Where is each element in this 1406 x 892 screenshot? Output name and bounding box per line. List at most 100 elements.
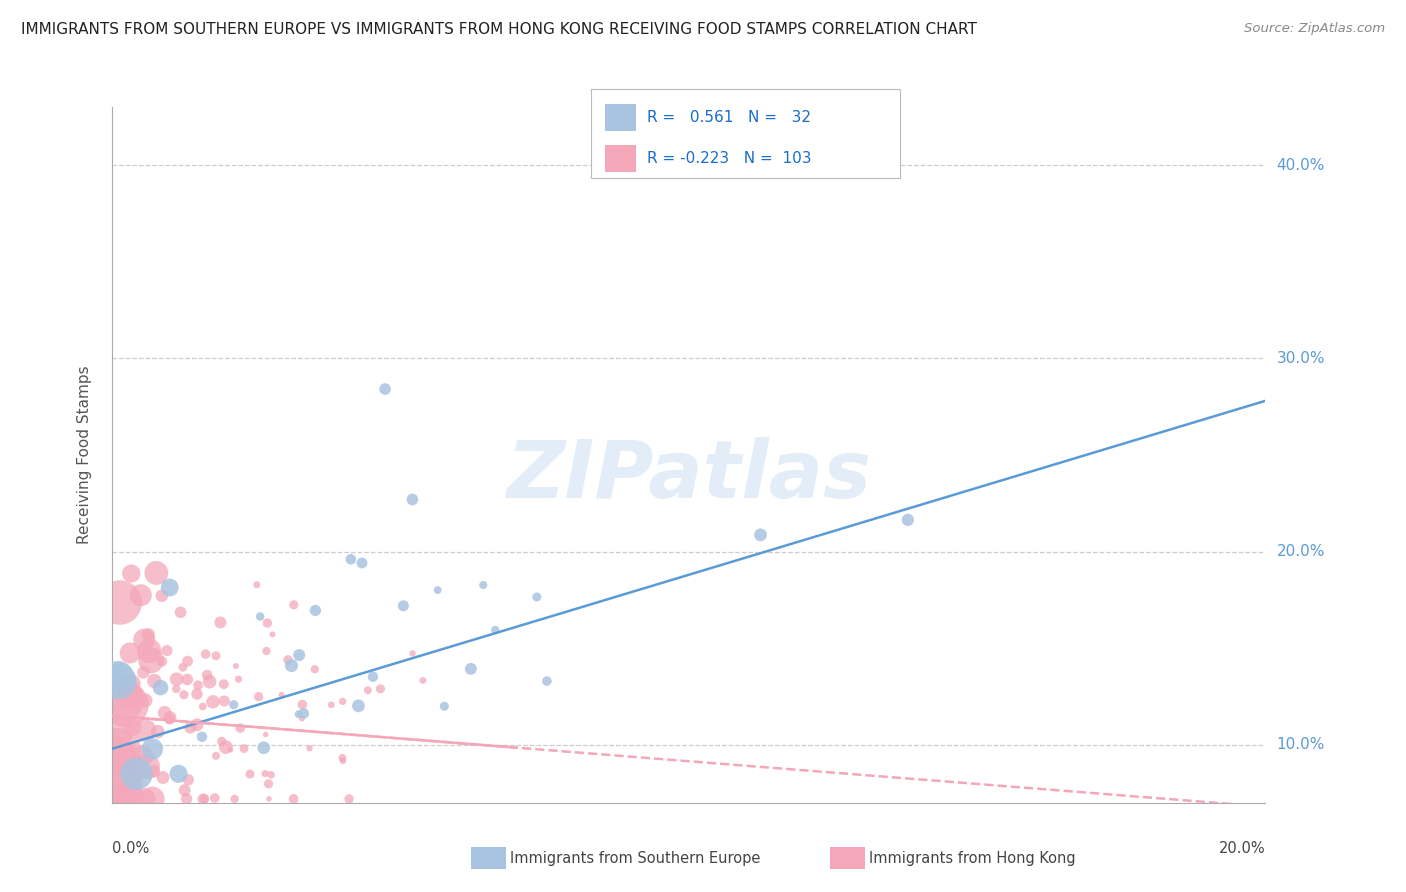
Point xyxy=(142,764,165,779)
Point xyxy=(115,698,138,712)
Point xyxy=(167,766,190,781)
Point xyxy=(332,751,354,765)
Point xyxy=(165,681,187,696)
Point xyxy=(110,693,132,707)
Point xyxy=(146,724,169,739)
Point xyxy=(347,698,370,713)
Text: 20.0%: 20.0% xyxy=(1277,544,1324,559)
Point xyxy=(153,706,176,720)
Point xyxy=(172,660,194,674)
Point xyxy=(229,721,252,735)
Point xyxy=(233,741,256,756)
Point xyxy=(187,678,209,692)
Point xyxy=(191,792,214,806)
Point xyxy=(401,646,423,660)
Point xyxy=(472,578,495,592)
Point xyxy=(257,777,280,791)
Point xyxy=(304,662,326,676)
Point xyxy=(105,789,128,804)
Point xyxy=(193,792,215,806)
Text: 10.0%: 10.0% xyxy=(1277,738,1324,752)
Point xyxy=(201,695,224,709)
Point xyxy=(426,583,449,598)
Point xyxy=(120,690,142,704)
Point xyxy=(177,772,200,787)
Point xyxy=(107,669,129,683)
Point xyxy=(159,710,181,724)
Point xyxy=(176,673,198,687)
Point xyxy=(246,578,269,592)
Point xyxy=(138,644,160,658)
Point xyxy=(194,647,217,661)
Text: R =   0.561   N =   32: R = 0.561 N = 32 xyxy=(647,111,811,125)
Point xyxy=(304,603,326,617)
Point xyxy=(132,748,155,763)
Point xyxy=(120,646,142,660)
Point xyxy=(152,771,174,785)
Point xyxy=(897,513,920,527)
Point xyxy=(298,741,321,756)
Point xyxy=(114,792,136,806)
Point xyxy=(112,779,135,793)
Point xyxy=(332,754,354,768)
Point xyxy=(191,730,214,744)
Point xyxy=(228,673,250,687)
Point xyxy=(254,766,277,780)
Point xyxy=(134,792,156,806)
Point xyxy=(270,688,292,702)
Point xyxy=(337,792,360,806)
Point xyxy=(173,783,195,797)
Point xyxy=(205,748,228,763)
Point xyxy=(156,643,179,657)
Point xyxy=(222,698,245,712)
Point xyxy=(176,792,198,806)
Point xyxy=(211,734,233,748)
Point xyxy=(277,653,299,667)
Point xyxy=(145,566,167,580)
Text: ZIPatlas: ZIPatlas xyxy=(506,437,872,515)
Point xyxy=(149,681,172,695)
Point xyxy=(191,699,214,714)
Point xyxy=(129,588,152,602)
Point xyxy=(536,674,558,689)
Point xyxy=(134,723,156,738)
Text: IMMIGRANTS FROM SOUTHERN EUROPE VS IMMIGRANTS FROM HONG KONG RECEIVING FOOD STAM: IMMIGRANTS FROM SOUTHERN EUROPE VS IMMIG… xyxy=(21,22,977,37)
Point xyxy=(291,712,314,726)
Point xyxy=(374,382,396,396)
Point xyxy=(283,792,305,806)
Point xyxy=(141,792,163,806)
Point xyxy=(340,552,363,566)
Y-axis label: Receiving Food Stamps: Receiving Food Stamps xyxy=(77,366,91,544)
Point xyxy=(143,673,166,688)
Point xyxy=(136,759,159,773)
Point xyxy=(292,706,315,721)
Point xyxy=(159,581,181,595)
Text: 0.0%: 0.0% xyxy=(112,841,149,856)
Point xyxy=(254,727,277,741)
Point xyxy=(124,768,146,782)
Point xyxy=(120,676,142,690)
Point xyxy=(141,742,163,756)
Point xyxy=(150,589,173,603)
Text: R = -0.223   N =  103: R = -0.223 N = 103 xyxy=(647,152,811,166)
Point xyxy=(350,556,373,570)
Text: Immigrants from Hong Kong: Immigrants from Hong Kong xyxy=(869,851,1076,865)
Point xyxy=(370,681,392,696)
Point xyxy=(209,615,232,630)
Point xyxy=(260,768,283,782)
Text: 40.0%: 40.0% xyxy=(1277,158,1324,172)
Point xyxy=(247,690,270,704)
Point xyxy=(257,792,280,806)
Point xyxy=(225,659,247,673)
Point xyxy=(256,644,278,658)
Point xyxy=(134,693,156,707)
Point xyxy=(107,674,129,689)
Point xyxy=(401,492,423,507)
Point xyxy=(433,699,456,714)
Point xyxy=(392,599,415,613)
Point xyxy=(125,766,148,781)
Point xyxy=(283,598,305,612)
Point xyxy=(204,791,226,805)
Point xyxy=(114,792,136,806)
Point xyxy=(215,740,238,755)
